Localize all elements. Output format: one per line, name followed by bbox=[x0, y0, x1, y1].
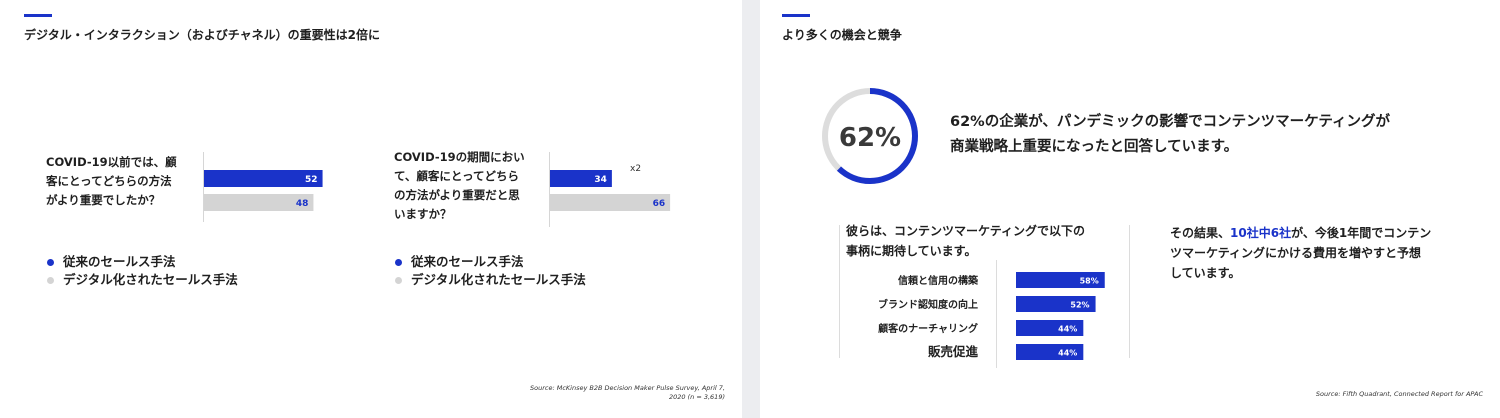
slide-right: より多くの機会と競争 62% 62%の企業が、パンデミックの影響でコンテンツマー… bbox=[760, 0, 1500, 418]
legend-item-traditional: 従来のセールス手法 bbox=[47, 253, 238, 271]
expectation-intro: 彼らは、コンテンツマーケティングで以下の 事柄に期待しています。 bbox=[846, 224, 1086, 258]
bar bbox=[550, 194, 671, 211]
bar-value-label: 58% bbox=[1080, 277, 1099, 286]
chart-axis-line bbox=[203, 152, 204, 222]
bar-value-label: 34 bbox=[594, 175, 607, 185]
category-label: 販売促進 bbox=[928, 344, 979, 359]
ring-percent-label: 62% bbox=[839, 123, 901, 153]
question-pre-covid: COVID-19以前では、顧 客にとってどちらの方法 がより重要でしたか？ bbox=[46, 155, 177, 207]
bar-value-label: 66 bbox=[653, 199, 666, 209]
accent-line bbox=[782, 14, 810, 17]
result-text: その結果、10社中6社が、今後1年間でコンテン ツマーケティングにかける費用を増… bbox=[1170, 226, 1432, 280]
bar-value-label: 44% bbox=[1058, 325, 1077, 334]
bar-value-label: 48 bbox=[296, 199, 309, 209]
headline: 62%の企業が、パンデミックの影響でコンテンツマーケティングが 商業戦略上重要に… bbox=[950, 114, 1390, 155]
multiplier-label: x2 bbox=[630, 164, 642, 174]
donut-ring-62: 62% bbox=[822, 88, 918, 184]
bar bbox=[1016, 272, 1105, 288]
bar-chart-during-covid: 34 66 bbox=[550, 170, 671, 211]
bar bbox=[550, 170, 612, 187]
legend-item-traditional: 従来のセールス手法 bbox=[395, 253, 586, 271]
bar bbox=[204, 194, 314, 211]
category-label: 顧客のナーチャリング bbox=[878, 322, 978, 335]
bar-chart-pre-covid: 52 48 bbox=[204, 170, 323, 211]
question-during-covid: COVID-19の期間におい て、顧客にとってどちら の方法がより重要だと思 い… bbox=[394, 150, 525, 221]
legend-dot bbox=[47, 258, 54, 266]
bar bbox=[204, 170, 323, 187]
legend-item-digital: デジタル化されたセールス手法 bbox=[47, 271, 238, 289]
source-note: Source: Fifth Quadrant, Connected Report… bbox=[1315, 390, 1483, 398]
chart-axis-line bbox=[996, 260, 997, 368]
bar-value-label: 52% bbox=[1070, 301, 1089, 310]
legend-pre-covid: 従来のセールス手法 デジタル化されたセールス手法 bbox=[47, 253, 238, 289]
legend-item-digital: デジタル化されたセールス手法 bbox=[395, 271, 586, 289]
slide-title: より多くの機会と競争 bbox=[782, 28, 902, 42]
slide-title: デジタル・インタラクション（およびチャネル）の重要性は2倍に bbox=[24, 28, 380, 42]
divider-right bbox=[1129, 225, 1130, 358]
divider-left bbox=[839, 225, 840, 358]
legend-dot bbox=[395, 258, 402, 266]
ring-progress bbox=[822, 88, 918, 184]
bar bbox=[1016, 320, 1084, 336]
legend-during-covid: 従来のセールス手法 デジタル化されたセールス手法 bbox=[395, 253, 586, 289]
source-note: Source: McKinsey B2B Decision Maker Puls… bbox=[529, 384, 725, 401]
bar bbox=[1016, 296, 1096, 312]
bar-chart-expectations: 信頼と信用の構築 58% ブランド認知度の向上 52% 顧客のナーチャリング 44% 販売促… bbox=[878, 272, 1105, 360]
bar-value-label: 52 bbox=[305, 175, 318, 185]
bar-value-label: 44% bbox=[1058, 349, 1077, 358]
result-highlight: 10社中6社 bbox=[1230, 226, 1292, 240]
bar bbox=[1016, 344, 1084, 360]
chart-axis-line bbox=[549, 152, 550, 227]
legend-dot bbox=[47, 276, 54, 284]
slide-left: デジタル・インタラクション（およびチャネル）の重要性は2倍に COVID-19以… bbox=[0, 0, 742, 418]
accent-line bbox=[24, 14, 52, 17]
legend-dot bbox=[395, 276, 402, 284]
category-label: 信頼と信用の構築 bbox=[898, 274, 979, 287]
category-label: ブランド認知度の向上 bbox=[878, 298, 978, 311]
